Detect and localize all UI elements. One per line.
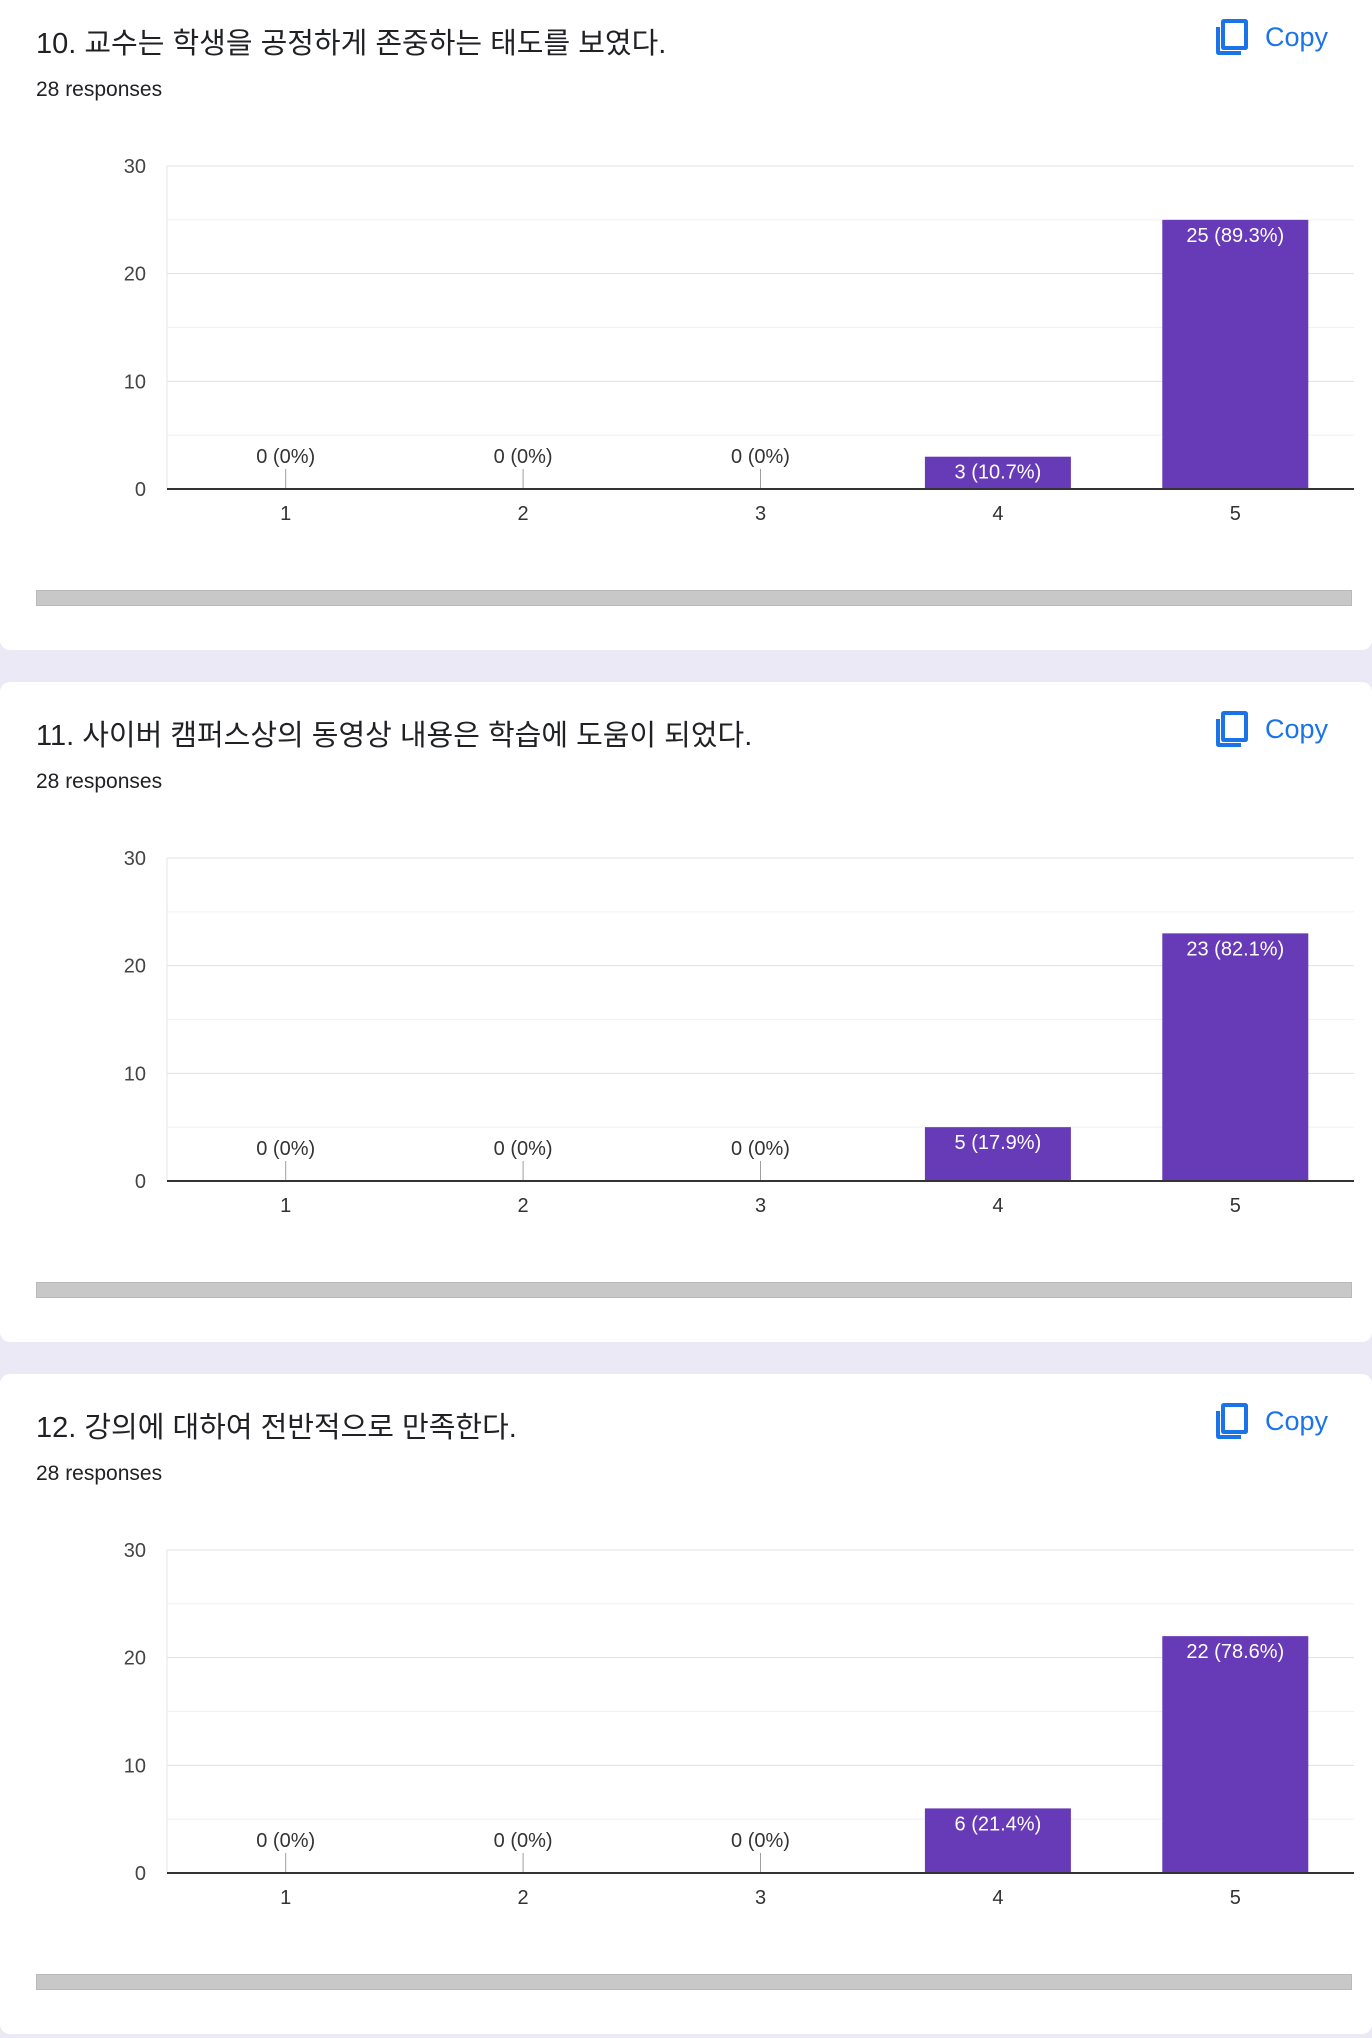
data-label: 3 (10.7%) [955,462,1042,484]
data-label: 0 (0%) [494,446,553,468]
x-tick-label: 2 [518,1195,529,1217]
horizontal-scrollbar[interactable] [36,1282,1352,1298]
y-tick-label: 20 [124,956,146,978]
data-label: 0 (0%) [256,1138,315,1160]
y-tick-label: 0 [135,1171,146,1193]
data-label: 0 (0%) [256,446,315,468]
bar-chart: 0 10 20 30 0 (0%) 1 0 (0%) 2 0 (0%) 3 6 (21.4%) 4 22… [124,1540,1354,1909]
y-tick-label: 30 [124,848,146,870]
data-label: 0 (0%) [494,1138,553,1160]
y-tick-label: 0 [135,479,146,501]
data-label: 0 (0%) [731,446,790,468]
question-card: 11. 사이버 캠퍼스상의 동영상 내용은 학습에 도움이 되었다. 28 re… [0,682,1372,1342]
copy-chart-button[interactable]: Copy [1215,706,1328,752]
copy-icon [1215,19,1248,55]
x-tick-label: 2 [518,503,529,525]
bar [924,1127,1071,1181]
bar [1162,219,1309,489]
data-label: 23 (82.1%) [1186,938,1284,960]
y-tick-label: 10 [124,371,146,393]
x-tick-label: 3 [755,503,766,525]
horizontal-scrollbar[interactable] [36,1974,1352,1990]
y-tick-label: 10 [124,1755,146,1777]
response-count: 28 responses [36,770,163,793]
x-tick-label: 2 [518,1887,529,1909]
data-label: 5 (17.9%) [955,1132,1042,1154]
x-tick-label: 4 [992,1887,1003,1909]
y-tick-label: 30 [124,1540,146,1562]
y-tick-label: 20 [124,264,146,286]
x-tick-label: 5 [1230,503,1241,525]
data-label: 6 (21.4%) [955,1813,1042,1835]
copy-chart-button[interactable]: Copy [1215,1398,1328,1444]
x-tick-label: 1 [280,1887,291,1909]
bar [924,1808,1071,1873]
x-tick-label: 5 [1230,1887,1241,1909]
response-count: 28 responses [36,1462,163,1485]
question-card: 10. 교수는 학생을 공정하게 존중하는 태도를 보였다. 28 respon… [0,0,1372,650]
bar-chart: 0 10 20 30 0 (0%) 1 0 (0%) 2 0 (0%) 3 5 (17.9%) 4 23… [124,848,1354,1217]
question-title: 11. 사이버 캠퍼스상의 동영상 내용은 학습에 도움이 되었다. [36,720,753,752]
copy-icon [1215,1403,1248,1439]
data-label: 0 (0%) [731,1138,790,1160]
x-tick-label: 4 [992,1195,1003,1217]
question-title: 10. 교수는 학생을 공정하게 존중하는 태도를 보였다. [36,28,667,60]
x-tick-label: 3 [755,1195,766,1217]
copy-icon [1215,711,1248,747]
x-tick-label: 1 [280,1195,291,1217]
y-tick-label: 30 [124,156,146,178]
copy-label: Copy [1264,713,1328,744]
data-label: 22 (78.6%) [1186,1641,1284,1663]
x-tick-label: 5 [1230,1195,1241,1217]
copy-chart-button[interactable]: Copy [1215,14,1328,60]
copy-label: Copy [1264,1405,1328,1436]
x-tick-label: 3 [755,1887,766,1909]
bar [1162,933,1309,1181]
data-label: 25 (89.3%) [1186,225,1284,247]
horizontal-scrollbar[interactable] [36,590,1352,606]
bar [1162,1636,1309,1873]
x-tick-label: 4 [992,503,1003,525]
y-tick-label: 0 [135,1863,146,1885]
x-tick-label: 1 [280,503,291,525]
question-title: 12. 강의에 대하여 전반적으로 만족한다. [36,1412,517,1444]
data-label: 0 (0%) [731,1830,790,1852]
copy-label: Copy [1264,21,1328,52]
data-label: 0 (0%) [256,1830,315,1852]
question-card: 12. 강의에 대하여 전반적으로 만족한다. 28 responses Cop… [0,1374,1372,2034]
data-label: 0 (0%) [494,1830,553,1852]
response-count: 28 responses [36,78,163,101]
y-tick-label: 20 [124,1648,146,1670]
y-tick-label: 10 [124,1063,146,1085]
bar-chart: 0 10 20 30 0 (0%) 1 0 (0%) 2 0 (0%) 3 3 (10.7%) 4 25… [124,156,1354,525]
bar [924,456,1071,489]
